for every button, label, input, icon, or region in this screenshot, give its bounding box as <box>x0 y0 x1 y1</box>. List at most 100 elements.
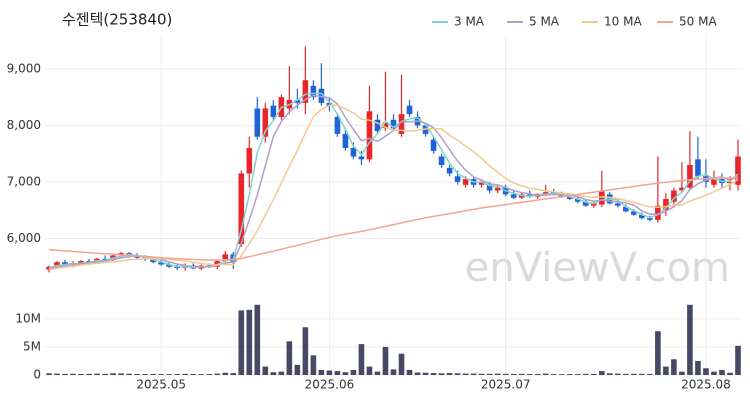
x-tick-label: 2025.06 <box>305 378 355 392</box>
volume-bar <box>230 373 237 375</box>
candle-body <box>374 119 381 132</box>
candle-body <box>510 194 517 198</box>
volume-bar <box>462 373 469 375</box>
candle-body <box>366 111 373 160</box>
candle-body <box>647 218 653 220</box>
candle-body <box>639 214 645 219</box>
volume-bar <box>382 346 389 375</box>
candle-body <box>302 80 309 103</box>
candle-body <box>486 184 493 191</box>
volume-bar <box>663 366 669 375</box>
y-tick-label: 5M <box>23 339 41 353</box>
candle-body <box>54 262 60 267</box>
volume-bar <box>615 373 621 375</box>
volume-bar <box>62 373 68 375</box>
candle-body <box>438 156 445 165</box>
volume-bar <box>414 372 421 375</box>
volume-bar <box>582 373 589 375</box>
volume-bar <box>254 304 261 375</box>
volume-bar <box>262 366 269 375</box>
candle-body <box>350 148 357 157</box>
volume-bar <box>398 353 405 375</box>
volume-bar <box>142 374 148 375</box>
candle-body <box>615 203 621 206</box>
volume-bar <box>703 368 709 375</box>
volume-bar <box>334 371 341 375</box>
candle-body <box>574 198 581 202</box>
volume-bar <box>118 373 124 375</box>
candle-body <box>358 156 365 160</box>
legend-label: 3 MA <box>454 15 485 29</box>
volume-bar <box>542 373 549 375</box>
volume-bar <box>46 373 52 375</box>
volume-bar <box>422 372 429 375</box>
volume-bar <box>390 369 397 375</box>
candle-body <box>342 133 349 149</box>
volume-bar <box>86 373 92 375</box>
candle-body <box>582 201 589 206</box>
volume-bar <box>478 373 485 375</box>
ma-line <box>48 92 739 269</box>
x-tick-label: 2025.07 <box>481 378 531 392</box>
candle-body <box>430 139 437 151</box>
candle-body <box>687 165 693 188</box>
candle-body <box>735 156 741 185</box>
y-tick-label: 6,000 <box>7 231 41 245</box>
volume-bar <box>598 371 605 375</box>
candle-body <box>671 190 677 202</box>
volume-bar <box>374 371 381 375</box>
volume-bar <box>631 373 637 375</box>
volume-bar <box>607 373 613 375</box>
candle-body <box>462 179 469 185</box>
volume-bar <box>278 371 285 375</box>
legend-label: 5 MA <box>529 15 560 29</box>
volume-bar <box>558 374 565 375</box>
legend-label: 50 MA <box>679 15 717 29</box>
candle-body <box>246 148 253 174</box>
candle-body <box>542 192 549 194</box>
y-tick-label: 9,000 <box>7 61 41 75</box>
y-tick-label: 8,000 <box>7 118 41 132</box>
volume-bar <box>430 373 437 375</box>
volume-bar <box>366 366 373 375</box>
candle-body <box>326 102 333 106</box>
volume-bar <box>54 373 60 375</box>
watermark: enViewV.com <box>465 245 730 291</box>
candle-body <box>62 262 68 266</box>
volume-bar <box>679 371 685 375</box>
volume-bar <box>174 374 180 375</box>
volume-bar <box>358 344 365 375</box>
candle-body <box>454 176 461 182</box>
volume-bar <box>438 373 445 375</box>
volume-bar <box>518 373 525 375</box>
candle-body <box>334 116 341 134</box>
candle-body <box>631 211 637 215</box>
candle-body <box>150 258 156 263</box>
volume-bar <box>238 310 245 375</box>
volume-bar <box>270 372 277 375</box>
volume-bar <box>198 374 205 375</box>
volume-bar <box>126 373 132 375</box>
volume-bar <box>655 331 661 375</box>
candle-body <box>566 196 573 199</box>
candle-body <box>390 119 397 129</box>
candle-body <box>174 266 180 268</box>
volume-bar <box>590 373 597 375</box>
candle-body <box>711 179 717 185</box>
candle-body <box>294 100 301 103</box>
candle-body <box>478 181 485 185</box>
volume-bar <box>310 355 317 375</box>
volume-bar <box>735 345 741 375</box>
candle-body <box>158 262 164 265</box>
volume-bar <box>550 374 557 375</box>
volume-bar <box>78 373 84 375</box>
volume-bar <box>246 309 253 375</box>
volume-bar <box>150 373 156 375</box>
volume-bar <box>134 373 140 375</box>
candle-body <box>446 167 453 174</box>
volume-bar <box>158 374 164 375</box>
volume-bar <box>574 374 581 375</box>
candle-body <box>727 181 733 184</box>
volume-bar <box>94 373 100 375</box>
candle-body <box>102 258 108 260</box>
